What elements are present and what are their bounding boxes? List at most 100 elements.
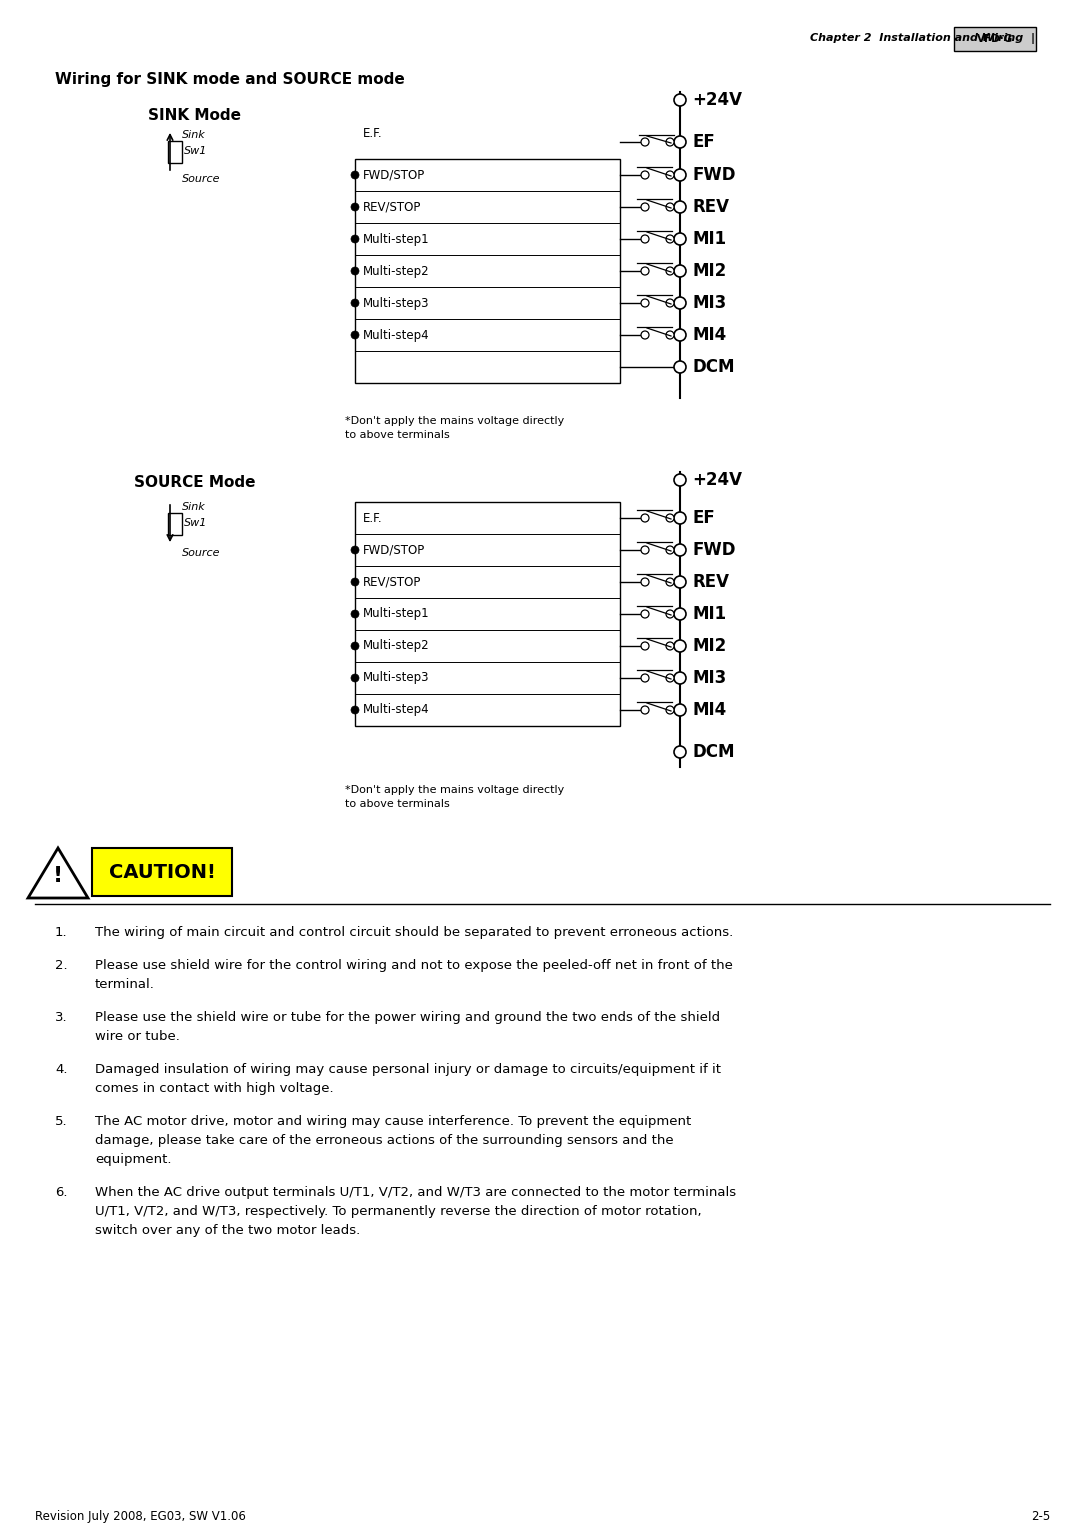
Text: REV: REV [692,198,729,216]
Circle shape [674,94,686,106]
FancyBboxPatch shape [92,848,232,896]
Circle shape [351,299,359,307]
Circle shape [666,331,674,339]
Text: FWD/STOP: FWD/STOP [363,169,426,181]
Circle shape [666,673,674,683]
Text: MI1: MI1 [692,604,726,623]
Text: Multi-step4: Multi-step4 [363,328,430,342]
Circle shape [351,611,359,618]
Circle shape [351,578,359,586]
Text: DCM: DCM [692,357,734,376]
Text: Revision July 2008, EG03, SW V1.06: Revision July 2008, EG03, SW V1.06 [35,1509,246,1523]
Text: Multi-step1: Multi-step1 [363,233,430,245]
Text: FWD: FWD [692,542,735,558]
Circle shape [642,706,649,713]
Text: 2.: 2. [55,959,68,973]
Text: 6.: 6. [55,1186,67,1200]
Text: Source: Source [183,548,220,558]
Text: Please use shield wire for the control wiring and not to expose the peeled-off n: Please use shield wire for the control w… [95,959,733,973]
Circle shape [642,514,649,522]
Circle shape [351,706,359,713]
Text: Sw1: Sw1 [184,147,207,156]
Text: !: ! [53,865,63,885]
Circle shape [666,706,674,713]
Circle shape [666,514,674,522]
Text: Multi-step2: Multi-step2 [363,640,430,652]
Text: *Don't apply the mains voltage directly
to above terminals: *Don't apply the mains voltage directly … [345,785,564,808]
Text: +24V: +24V [692,91,742,109]
Circle shape [642,202,649,212]
Text: Sw1: Sw1 [184,518,207,529]
Text: MI3: MI3 [692,669,726,687]
Text: comes in contact with high voltage.: comes in contact with high voltage. [95,1081,334,1095]
Circle shape [351,267,359,275]
Text: Multi-step2: Multi-step2 [363,264,430,278]
Text: The AC motor drive, motor and wiring may cause interference. To prevent the equi: The AC motor drive, motor and wiring may… [95,1115,691,1127]
Circle shape [351,673,359,683]
FancyBboxPatch shape [954,28,1036,51]
Text: MI2: MI2 [692,262,726,281]
Circle shape [674,201,686,213]
Text: switch over any of the two motor leads.: switch over any of the two motor leads. [95,1224,361,1236]
Circle shape [642,643,649,650]
Polygon shape [28,848,87,897]
Text: Please use the shield wire or tube for the power wiring and ground the two ends : Please use the shield wire or tube for t… [95,1011,720,1025]
Text: 2-5: 2-5 [1030,1509,1050,1523]
Circle shape [642,578,649,586]
Text: U/T1, V/T2, and W/T3, respectively. To permanently reverse the direction of moto: U/T1, V/T2, and W/T3, respectively. To p… [95,1206,702,1218]
Circle shape [674,512,686,525]
Text: When the AC drive output terminals U/T1, V/T2, and W/T3 are connected to the mot: When the AC drive output terminals U/T1,… [95,1186,737,1200]
Text: *Don't apply the mains voltage directly
to above terminals: *Don't apply the mains voltage directly … [345,416,564,440]
Text: MI1: MI1 [692,230,726,249]
Text: +24V: +24V [692,471,742,489]
Text: Damaged insulation of wiring may cause personal injury or damage to circuits/equ: Damaged insulation of wiring may cause p… [95,1063,721,1075]
Bar [355,502,620,726]
Text: Multi-step4: Multi-step4 [363,704,430,716]
Text: MI2: MI2 [692,637,726,655]
Text: VFD·G: VFD·G [977,34,1013,44]
Text: REV/STOP: REV/STOP [363,575,421,589]
Circle shape [666,643,674,650]
Circle shape [674,298,686,308]
Circle shape [642,138,649,146]
Text: Wiring for SINK mode and SOURCE mode: Wiring for SINK mode and SOURCE mode [55,72,405,87]
Circle shape [351,643,359,650]
Circle shape [666,202,674,212]
Text: DCM: DCM [692,742,734,761]
Circle shape [674,704,686,716]
Text: SINK Mode: SINK Mode [149,107,242,123]
Circle shape [674,137,686,147]
Circle shape [642,331,649,339]
Circle shape [642,170,649,179]
Bar [168,512,183,534]
Circle shape [351,170,359,179]
Circle shape [666,267,674,275]
Circle shape [674,360,686,373]
Circle shape [666,299,674,307]
Bar [168,141,183,163]
Circle shape [666,235,674,242]
Circle shape [666,611,674,618]
Circle shape [642,267,649,275]
Circle shape [674,328,686,341]
Circle shape [674,169,686,181]
Text: REV: REV [692,574,729,591]
Text: E.F.: E.F. [363,127,382,140]
Text: FWD: FWD [692,166,735,184]
Text: damage, please take care of the erroneous actions of the surrounding sensors and: damage, please take care of the erroneou… [95,1134,674,1147]
Text: The wiring of main circuit and control circuit should be separated to prevent er: The wiring of main circuit and control c… [95,927,733,939]
Text: wire or tube.: wire or tube. [95,1029,180,1043]
Circle shape [674,474,686,486]
Text: 3.: 3. [55,1011,68,1025]
Circle shape [674,575,686,588]
Circle shape [642,235,649,242]
Circle shape [351,202,359,212]
Text: FWD/STOP: FWD/STOP [363,543,426,557]
Text: Sink: Sink [183,502,206,512]
Circle shape [642,673,649,683]
Text: MI4: MI4 [692,327,726,344]
Text: E.F.: E.F. [363,511,382,525]
Text: EF: EF [692,509,715,528]
Circle shape [351,331,359,339]
Circle shape [351,235,359,242]
